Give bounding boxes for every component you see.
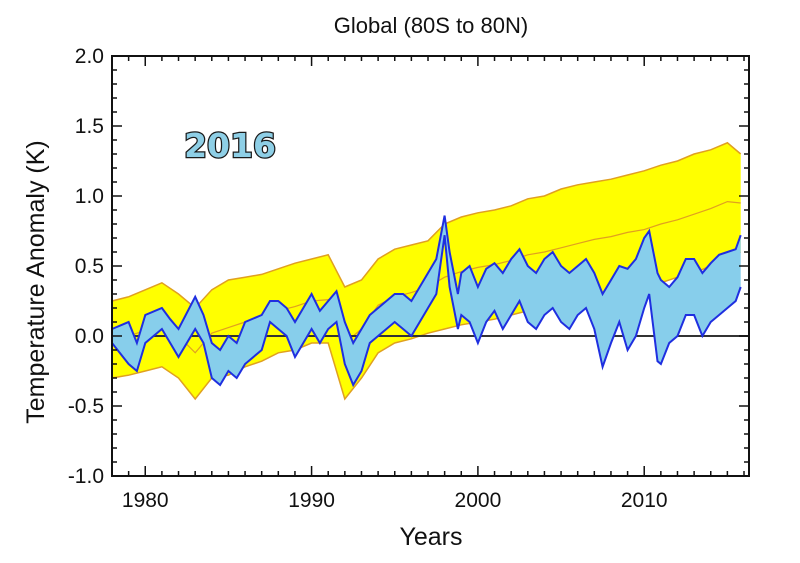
y-tick-label: 2.0	[75, 45, 104, 68]
y-tick-label: 0.5	[75, 255, 104, 278]
model-range-band	[112, 142, 741, 400]
x-tick-label: 1990	[288, 489, 335, 512]
x-tick-label: 2010	[621, 489, 668, 512]
x-tick-labels: 1980 1990 2000 2010	[122, 489, 668, 512]
model-range-upper-edge	[111, 141, 742, 310]
observations-lower-line	[111, 235, 742, 388]
x-tick-label: 1980	[122, 489, 169, 512]
y-tick-labels: -1.0 -0.5 0.0 0.5 1.0 1.5 2.0	[68, 45, 104, 488]
y-tick-label: 1.5	[75, 115, 104, 138]
x-axis-label: Years	[399, 523, 462, 551]
y-tick-label: 1.0	[75, 185, 104, 208]
year-stamp: 2016	[184, 126, 276, 165]
y-axis-label: Temperature Anomaly (K)	[22, 140, 50, 423]
plot-frame	[111, 55, 750, 477]
x-tick-label: 2000	[455, 489, 502, 512]
y-tick-label: -1.0	[68, 465, 104, 488]
chart-title: Global (80S to 80N)	[334, 13, 528, 38]
observations-layer	[111, 215, 742, 388]
observations-upper-line	[111, 215, 742, 352]
y-tick-label: 0.0	[75, 325, 104, 348]
y-tick-label: -0.5	[68, 395, 104, 418]
observations-band	[112, 215, 741, 385]
